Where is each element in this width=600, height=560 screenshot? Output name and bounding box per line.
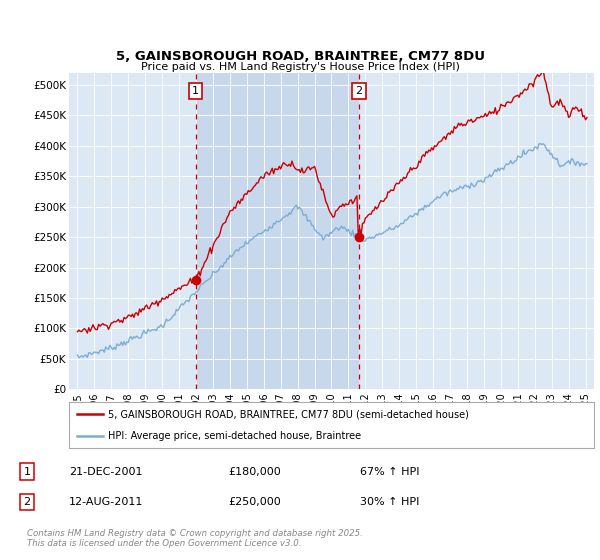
Text: 2: 2 — [23, 497, 31, 507]
Text: 12-AUG-2011: 12-AUG-2011 — [69, 497, 143, 507]
Text: 2: 2 — [355, 86, 362, 96]
Text: Price paid vs. HM Land Registry's House Price Index (HPI): Price paid vs. HM Land Registry's House … — [140, 62, 460, 72]
Text: £250,000: £250,000 — [228, 497, 281, 507]
Text: HPI: Average price, semi-detached house, Braintree: HPI: Average price, semi-detached house,… — [109, 431, 361, 441]
Bar — [196, 73, 359, 389]
Text: 67% ↑ HPI: 67% ↑ HPI — [360, 466, 419, 477]
Text: 1: 1 — [23, 466, 31, 477]
Text: Contains HM Land Registry data © Crown copyright and database right 2025.
This d: Contains HM Land Registry data © Crown c… — [27, 529, 363, 548]
Text: 30% ↑ HPI: 30% ↑ HPI — [360, 497, 419, 507]
Text: 5, GAINSBOROUGH ROAD, BRAINTREE, CM77 8DU (semi-detached house): 5, GAINSBOROUGH ROAD, BRAINTREE, CM77 8D… — [109, 410, 469, 420]
Text: 5, GAINSBOROUGH ROAD, BRAINTREE, CM77 8DU: 5, GAINSBOROUGH ROAD, BRAINTREE, CM77 8D… — [115, 49, 485, 63]
Text: 21-DEC-2001: 21-DEC-2001 — [69, 466, 143, 477]
Text: 1: 1 — [192, 86, 199, 96]
Text: £180,000: £180,000 — [228, 466, 281, 477]
